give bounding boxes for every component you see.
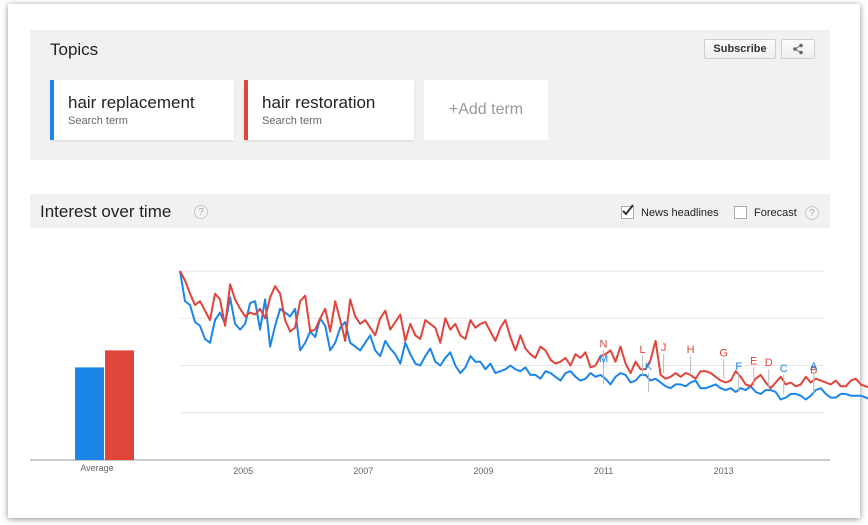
news-marker-C: C (780, 363, 788, 375)
x-tick-label: 2005 (233, 466, 253, 476)
news-headlines-checkbox[interactable] (621, 204, 634, 219)
news-marker-L: L (640, 344, 646, 356)
news-marker-D: D (765, 357, 773, 369)
news-marker-K: K (645, 361, 653, 373)
term-card-hair-restoration[interactable]: hair restoration Search term (244, 80, 414, 140)
forecast-checkbox[interactable] (734, 206, 747, 219)
checkmark-icon (622, 204, 634, 216)
interest-over-time-header: Interest over time ? News headlines Fore… (30, 194, 830, 228)
news-marker-A: A (810, 361, 818, 373)
news-marker-F: F (735, 361, 742, 373)
x-tick-label: 2013 (714, 466, 734, 476)
news-marker-N: N (600, 338, 608, 350)
term-color-bar (50, 80, 54, 140)
news-marker-J: J (661, 342, 667, 354)
help-icon[interactable]: ? (194, 205, 208, 219)
topics-title: Topics (50, 40, 99, 59)
news-marker-H: H (687, 344, 695, 356)
average-label: Average (80, 463, 114, 473)
x-tick-label: 2011 (594, 466, 613, 476)
news-marker-M: M (599, 353, 608, 365)
average-bar-1 (105, 350, 134, 460)
average-bar-0 (75, 367, 104, 460)
share-button[interactable] (781, 39, 815, 59)
term-card-hair-replacement[interactable]: hair replacement Search term (50, 80, 234, 140)
add-term-button[interactable]: +Add term (424, 80, 548, 140)
term-color-bar (244, 80, 248, 140)
forecast-help-icon[interactable]: ? (805, 206, 819, 220)
term-name: hair replacement (68, 93, 195, 112)
forecast-label[interactable]: Forecast (754, 207, 797, 219)
interest-over-time-title: Interest over time (40, 202, 172, 221)
news-marker-B: B (810, 365, 817, 377)
subscribe-button[interactable]: Subscribe (704, 39, 776, 59)
term-name: hair restoration (262, 93, 376, 112)
share-icon (793, 43, 803, 55)
news-headlines-label[interactable]: News headlines (641, 207, 719, 219)
x-tick-label: 2007 (353, 466, 373, 476)
term-type: Search term (68, 115, 128, 127)
news-marker-E: E (750, 355, 757, 367)
x-tick-label: 2009 (473, 466, 493, 476)
term-type: Search term (262, 115, 322, 127)
topics-panel: Topics Subscribe hair replacement Search… (30, 30, 830, 160)
series-line-hair-replacement (179, 270, 868, 401)
trends-window: Topics Subscribe hair replacement Search… (8, 4, 860, 518)
series-line-hair-restoration (179, 270, 868, 390)
news-marker-G: G (719, 348, 728, 360)
